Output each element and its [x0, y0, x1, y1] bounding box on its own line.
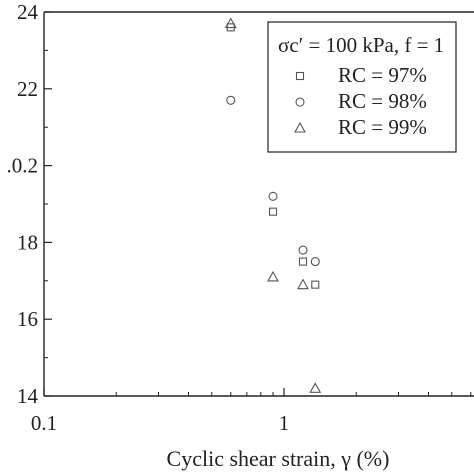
axis-tick-labels: 14 16 18 .0.2 22 24 0.1 1 — [7, 0, 290, 435]
legend-header: σc′ = 100 kPa, f = 1 — [278, 33, 444, 57]
y-tick-label: 24 — [17, 0, 39, 24]
axis-ticks — [43, 11, 472, 397]
y-tick-label: 18 — [17, 230, 38, 254]
point-triangle-2 — [297, 278, 309, 290]
x-tick-label: 1 — [279, 411, 290, 435]
legend-marker-square — [295, 71, 305, 81]
y-tick-label: 22 — [17, 77, 38, 101]
legend-marker-triangle — [294, 121, 306, 133]
point-circle-2 — [298, 245, 308, 255]
legend-entry-label: RC = 97% — [338, 63, 427, 87]
legend-entry-label: RC = 98% — [338, 89, 427, 113]
legend: σc′ = 100 kPa, f = 1 RC = 97%RC = 98%RC =… — [267, 21, 457, 153]
point-circle-1 — [268, 191, 278, 201]
point-triangle-0 — [224, 17, 237, 29]
y-tick-label: 14 — [17, 384, 39, 408]
point-square-3 — [311, 280, 320, 289]
data-points — [224, 17, 322, 393]
x-axis-label: Cyclic shear strain, γ (%) — [167, 446, 390, 471]
point-triangle-1 — [267, 270, 279, 282]
y-tick-label: 16 — [17, 307, 38, 331]
point-square-2 — [298, 257, 308, 266]
point-triangle-3 — [309, 382, 322, 393]
legend-box — [267, 21, 457, 153]
y-tick-label: .0.2 — [7, 154, 39, 178]
point-circle-0 — [226, 95, 236, 105]
point-square-1 — [268, 207, 278, 216]
legend-marker-circle — [295, 97, 305, 107]
point-circle-3 — [310, 257, 320, 267]
legend-entry-label: RC = 99% — [338, 115, 427, 139]
x-tick-label: 0.1 — [31, 411, 57, 435]
